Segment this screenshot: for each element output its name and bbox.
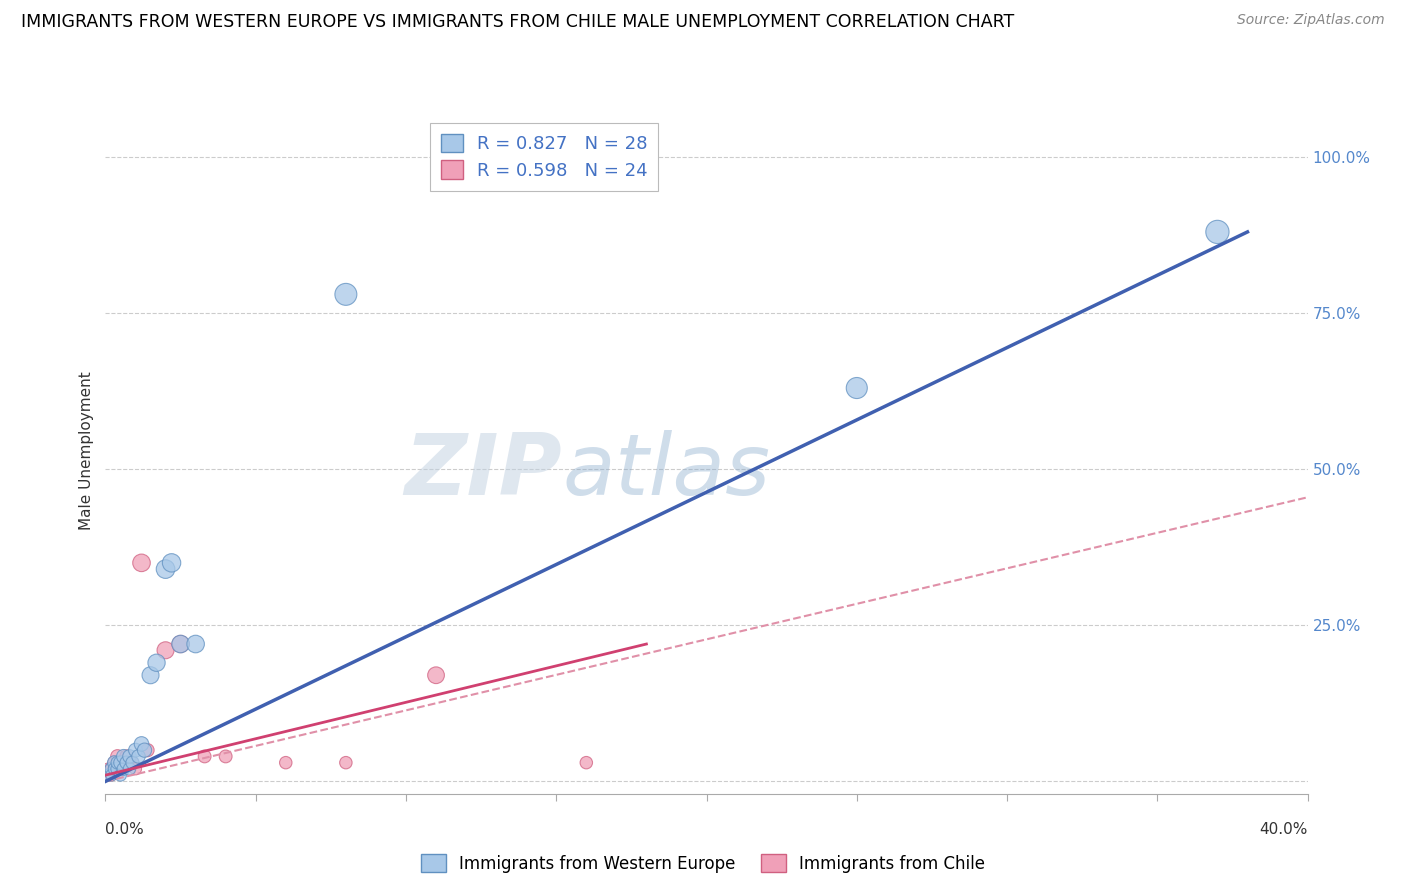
Point [128,749,150,764]
Point [169,637,191,651]
Point [274,756,297,770]
Point [155,562,177,576]
Legend: Immigrants from Western Europe, Immigrants from Chile: Immigrants from Western Europe, Immigran… [415,847,991,880]
Text: 40.0%: 40.0% [1260,822,1308,837]
Point [100,768,122,782]
Point [124,743,146,757]
Point [107,762,129,776]
Point [107,756,129,770]
Point [335,756,357,770]
Point [115,756,138,770]
Point [107,762,129,776]
Point [118,749,141,764]
Point [100,768,122,782]
Point [194,749,217,764]
Point [121,756,143,770]
Point [121,756,143,770]
Legend: R = 0.827   N = 28, R = 0.598   N = 24: R = 0.827 N = 28, R = 0.598 N = 24 [430,123,658,191]
Point [169,637,191,651]
Text: atlas: atlas [562,430,770,513]
Text: 0.0%: 0.0% [105,822,145,837]
Point [103,762,125,776]
Point [425,668,447,682]
Point [575,756,598,770]
Point [112,762,135,776]
Point [145,656,167,670]
Point [118,756,141,770]
Text: IMMIGRANTS FROM WESTERN EUROPE VS IMMIGRANTS FROM CHILE MALE UNEMPLOYMENT CORREL: IMMIGRANTS FROM WESTERN EUROPE VS IMMIGR… [21,13,1014,31]
Point [118,762,141,776]
Point [112,762,135,776]
Point [97,768,120,782]
Text: Source: ZipAtlas.com: Source: ZipAtlas.com [1237,13,1385,28]
Text: ZIP: ZIP [405,430,562,513]
Point [131,737,153,751]
Point [131,556,153,570]
Point [110,756,132,770]
Point [97,768,120,782]
Y-axis label: Male Unemployment: Male Unemployment [79,371,94,530]
Point [214,749,236,764]
Point [107,749,129,764]
Point [845,381,868,395]
Point [103,756,125,770]
Point [1206,225,1229,239]
Point [115,749,138,764]
Point [335,287,357,301]
Point [184,637,207,651]
Point [155,643,177,657]
Point [100,762,122,776]
Point [103,762,125,776]
Point [110,768,132,782]
Point [160,556,183,570]
Point [136,743,159,757]
Point [100,762,122,776]
Point [97,762,120,776]
Point [139,668,162,682]
Point [103,756,125,770]
Point [124,762,146,776]
Point [134,743,156,757]
Point [112,749,135,764]
Point [110,756,132,770]
